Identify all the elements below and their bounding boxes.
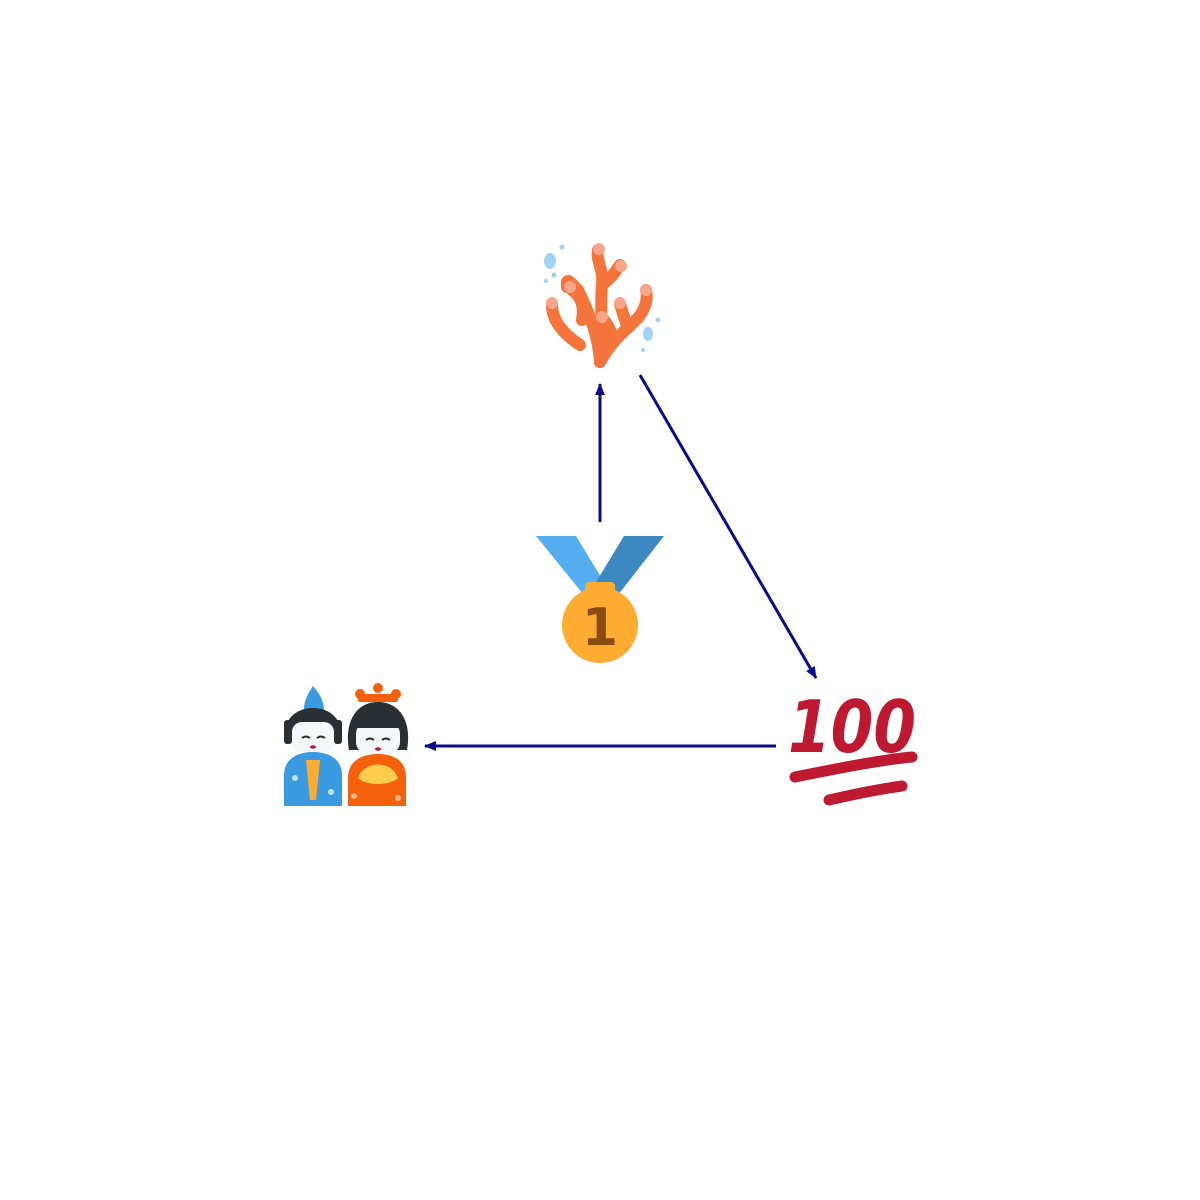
emperor-doll [284, 686, 342, 806]
node-dolls [284, 683, 409, 806]
edges [424, 374, 818, 751]
node-coral [544, 243, 661, 368]
edge-coral-to-hundred [638, 374, 818, 679]
node-hundred: 100 [788, 685, 918, 806]
medal-number: 1 [582, 598, 618, 658]
node-medal: 1 [536, 536, 664, 663]
japanese-dolls-icon [284, 683, 409, 806]
coral-icon [544, 243, 661, 368]
first-place-medal-icon: 1 [536, 536, 664, 663]
hundred-points-icon: 100 [788, 685, 918, 806]
empress-doll [347, 683, 409, 806]
